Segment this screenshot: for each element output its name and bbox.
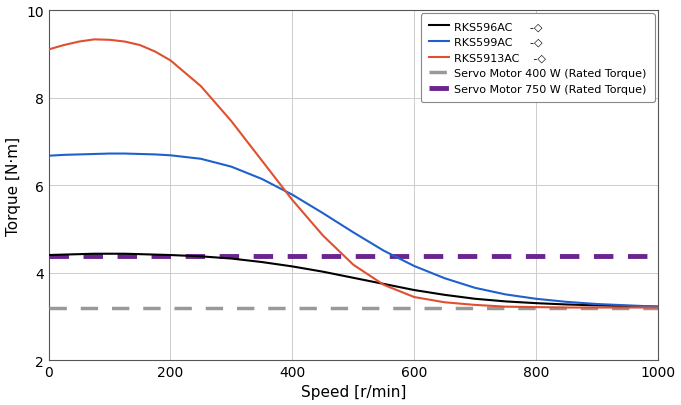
X-axis label: Speed [r/min]: Speed [r/min] (300, 384, 406, 399)
Legend: RKS596AC     -◇, RKS599AC     -◇, RKS5913AC    -◇, Servo Motor 400 W (Rated Torq: RKS596AC -◇, RKS599AC -◇, RKS5913AC -◇, … (421, 14, 654, 102)
Y-axis label: Torque [N·m]: Torque [N·m] (5, 136, 20, 235)
